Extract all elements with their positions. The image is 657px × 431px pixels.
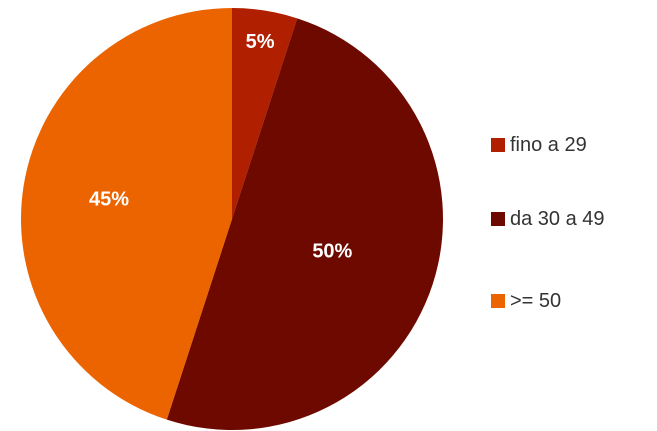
pie-data-labels: 5% 50% 45% — [89, 31, 353, 263]
pie-slice-1 — [232, 8, 298, 219]
legend: fino a 29 da 30 a 49 >= 50 — [491, 134, 605, 312]
pie-slice-3 — [21, 8, 232, 420]
legend-label-3: >= 50 — [510, 290, 561, 312]
pie-slice-2 — [166, 18, 443, 430]
data-label-1: 5% — [246, 31, 275, 53]
legend-item-1: fino a 29 — [491, 134, 587, 156]
legend-swatch-2 — [491, 212, 505, 226]
legend-swatch-1 — [491, 138, 505, 152]
legend-swatch-3 — [491, 294, 505, 308]
legend-item-3: >= 50 — [491, 290, 561, 312]
data-label-2: 50% — [312, 241, 352, 263]
pie-slices — [21, 8, 443, 430]
legend-label-1: fino a 29 — [510, 134, 587, 156]
data-label-3: 45% — [89, 189, 129, 211]
legend-label-2: da 30 a 49 — [510, 208, 605, 230]
legend-item-2: da 30 a 49 — [491, 208, 605, 230]
